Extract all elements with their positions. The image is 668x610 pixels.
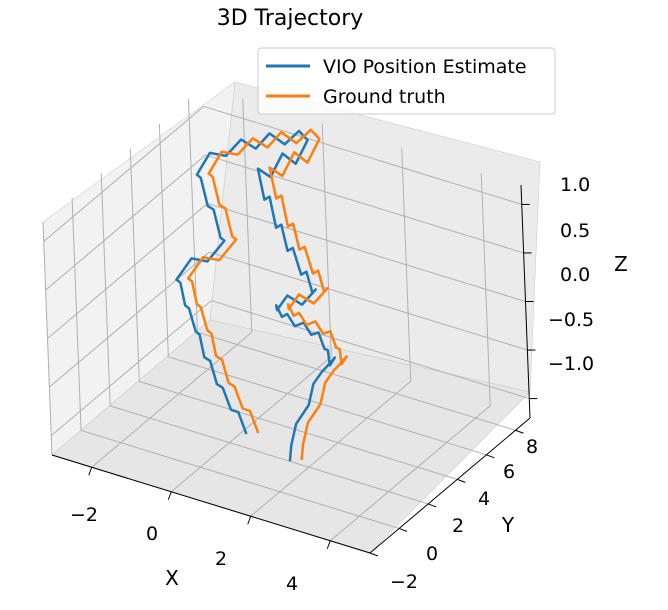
chart-title: 3D Trajectory [217, 6, 364, 31]
x-axis-line [51, 454, 371, 554]
y-tick-label: 6 [503, 461, 515, 483]
x-axis-label: X [165, 566, 179, 590]
grid-line-x-floor [329, 405, 491, 542]
legend-label-ground-truth: Ground truth [323, 86, 446, 108]
grid-line-y-floor [110, 405, 429, 505]
x-tick-mark [326, 540, 331, 549]
grid-line-y-floor [80, 429, 400, 529]
legend-box [257, 47, 556, 115]
x-tick-mark [167, 491, 172, 500]
y-tick-mark [369, 552, 379, 557]
x-tick-label: 4 [286, 573, 298, 595]
y-axis-label: Y [501, 513, 515, 537]
grid-line-z-side [43, 106, 205, 242]
grid-line-y-floor [139, 380, 458, 480]
z-tick-label: −1.0 [548, 353, 594, 375]
grid-line-z-side [45, 154, 206, 291]
gridlines [42, 99, 530, 554]
y-tick-mark [515, 429, 524, 434]
z-tick-label: 0.5 [560, 220, 590, 242]
x-tick-label: 0 [146, 523, 158, 545]
y-tick-label: −2 [390, 571, 418, 593]
grid-line-z-back [207, 203, 526, 302]
legend: VIO Position Estimate Ground truth [257, 47, 556, 115]
grid-line-x-floor [170, 356, 332, 493]
grid-line-z-back [209, 251, 528, 351]
grid-line-z-side [50, 300, 212, 436]
grid-line-y-floor [168, 356, 487, 456]
y-tick-label: 8 [526, 436, 538, 458]
grid-line-z-back [211, 300, 530, 400]
x-tick-mark [247, 516, 252, 525]
grid-line-y-floor [197, 331, 516, 431]
y-axis-line [369, 417, 531, 554]
y-tick-label: 2 [452, 515, 464, 537]
z-axis-label: Z [614, 252, 628, 276]
grid-line-z-back [203, 105, 522, 205]
z-tick-label: 1.0 [560, 174, 590, 196]
series-group [175, 128, 348, 462]
y-tick-label: 0 [426, 543, 438, 565]
grid-line-x-floor [91, 331, 253, 468]
x-tick-mark [88, 467, 93, 476]
y-tick-mark [457, 478, 466, 483]
x-tick-label: −2 [70, 504, 98, 526]
grid-line-z-side [47, 203, 208, 339]
tick-marks [88, 203, 538, 557]
x-tick-label: 2 [215, 548, 227, 570]
z-tick-label: −0.5 [548, 309, 594, 331]
y-tick-mark [428, 503, 437, 508]
y-tick-mark [486, 454, 495, 459]
y-tick-mark [398, 527, 408, 532]
legend-label-vio: VIO Position Estimate [323, 56, 527, 78]
y-tick-label: 4 [478, 488, 490, 510]
z-tick-label: 0.0 [560, 264, 590, 286]
grid-line-x-floor [250, 380, 412, 517]
series-line-0 [175, 129, 337, 462]
grid-line-z-side [49, 251, 210, 388]
series-line-1 [186, 128, 348, 461]
